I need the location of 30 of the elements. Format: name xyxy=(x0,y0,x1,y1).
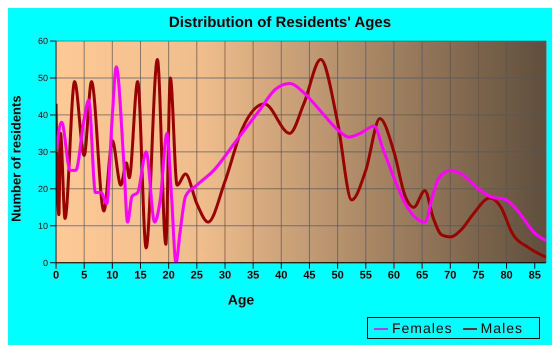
y-tick-label: 20 xyxy=(38,184,48,194)
x-tick-label: 35 xyxy=(247,270,260,282)
x-tick-label: 60 xyxy=(388,270,400,282)
x-tick-label: 80 xyxy=(500,270,513,282)
x-tick-label: 70 xyxy=(444,270,456,282)
y-axis-title: Number of residents xyxy=(8,95,24,222)
x-tick-label: 50 xyxy=(331,270,344,282)
y-tick-label: 30 xyxy=(38,147,48,158)
chart-title: Distribution of Residents' Ages xyxy=(168,14,392,31)
y-tick-label: 50 xyxy=(38,73,48,84)
x-axis-title: Age xyxy=(228,292,254,308)
legend-label: Males xyxy=(480,320,523,336)
x-tick-label: 5 xyxy=(81,270,88,282)
x-tick-label: 45 xyxy=(303,270,316,282)
y-tick-label: 10 xyxy=(38,220,48,231)
x-tick-label: 65 xyxy=(416,270,428,282)
x-tick-label: 25 xyxy=(190,270,203,282)
y-tick-label: 40 xyxy=(38,110,48,120)
x-tick-label: 15 xyxy=(134,270,147,282)
x-tick-label: 30 xyxy=(218,270,232,282)
legend-label: Females xyxy=(392,320,453,336)
x-tick-label: 40 xyxy=(275,270,288,282)
x-tick-label: 0 xyxy=(52,270,60,282)
x-tick-label: 85 xyxy=(528,270,541,282)
y-tick-label: 60 xyxy=(38,36,48,46)
x-tick-label: 10 xyxy=(106,270,118,282)
x-tick-label: 75 xyxy=(472,270,485,282)
x-tick-label: 20 xyxy=(162,270,175,282)
x-tick-label: 55 xyxy=(360,270,372,282)
y-tick-label: 0 xyxy=(42,258,48,268)
